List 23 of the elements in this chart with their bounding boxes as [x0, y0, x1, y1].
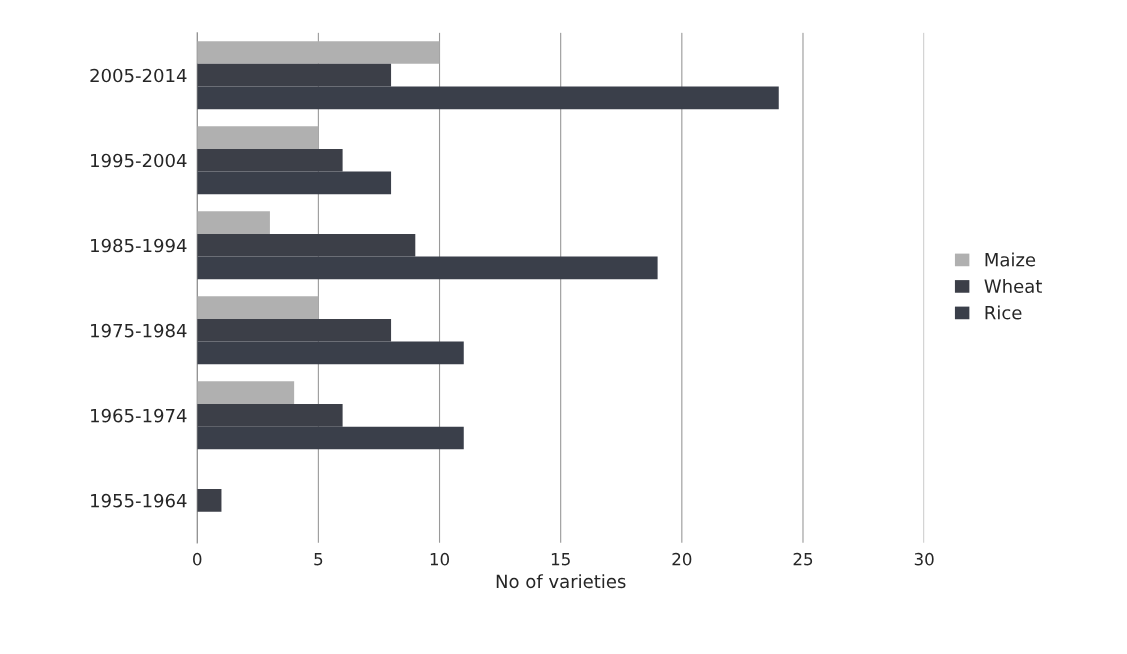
- bar: [197, 41, 440, 64]
- x-tick-label: 25: [793, 552, 813, 566]
- x-tick-label: 10: [430, 552, 450, 566]
- bar: [197, 381, 295, 404]
- bar: [197, 211, 270, 234]
- bar: [197, 126, 319, 149]
- y-tick-label: 1975-1984: [91, 323, 187, 338]
- y-tick-label: 1995-2004: [91, 153, 187, 168]
- y-tick-label: 1955-1964: [91, 493, 187, 508]
- x-axis-title: No of varieties: [496, 574, 626, 589]
- y-tick-label: 2005-2014: [90, 68, 187, 83]
- legend-label: Wheat: [984, 279, 1042, 293]
- legend-label: Rice: [985, 305, 1022, 320]
- legend-label: Maize: [985, 252, 1036, 267]
- bar: [197, 488, 222, 512]
- x-tick-label: 5: [314, 553, 323, 566]
- x-tick-label: 20: [672, 552, 692, 566]
- y-tick-label: 1985-1994: [91, 238, 187, 253]
- x-tick-label: 15: [551, 553, 570, 566]
- x-tick-label: 30: [914, 552, 934, 566]
- bar: [197, 296, 319, 319]
- y-tick-label: 1965-1974: [91, 408, 187, 423]
- x-tick-label: 0: [193, 552, 202, 566]
